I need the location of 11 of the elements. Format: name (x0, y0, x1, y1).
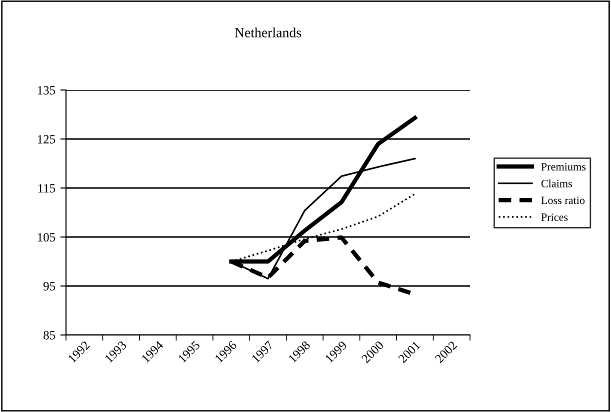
y-tick-label: 85 (44, 331, 56, 340)
y-tick-label: 125 (38, 135, 56, 144)
y-tick-label: 95 (43, 282, 56, 290)
legend-label: Prices (541, 213, 568, 221)
y-tick-label: 115 (38, 184, 56, 192)
legend-label: Loss ratio (541, 196, 585, 204)
legend-label: Claims (541, 179, 572, 188)
chart-title: Netherlands (234, 28, 302, 38)
y-tick-label: 135 (38, 86, 56, 94)
legend-label: Premiums (541, 163, 586, 170)
y-tick-label: 105 (38, 233, 56, 242)
